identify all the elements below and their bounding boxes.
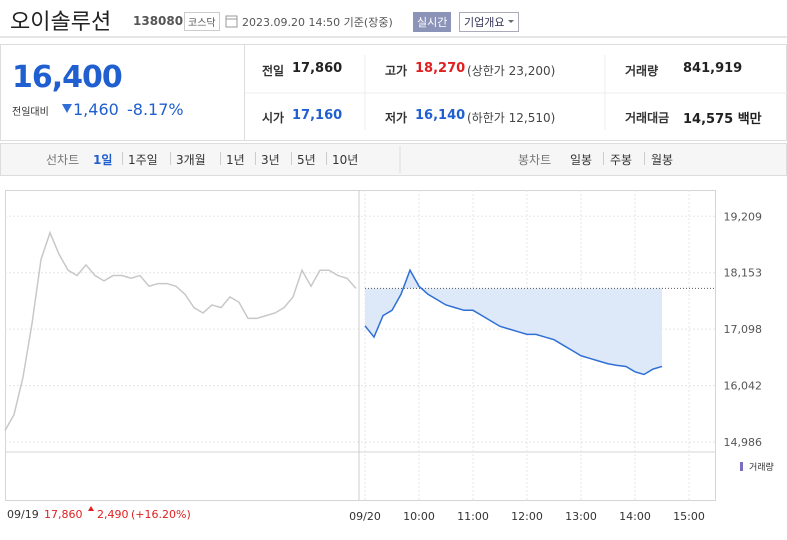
price-line <box>364 268 663 376</box>
cell-value: 18,270 <box>415 61 466 76</box>
up-arrow <box>88 506 94 511</box>
price-box <box>0 44 245 141</box>
legend-swatch <box>740 462 743 471</box>
cell-value: 17,860 <box>292 61 343 76</box>
y-tick-label: 14,986 <box>724 436 763 449</box>
cell-value: 14,575 백만 <box>683 112 762 127</box>
timestamp: 2023.09.20 14:50 기준(장중) <box>242 16 393 29</box>
stock-name: 오이솔루션 <box>10 10 112 35</box>
cell-label: 거래대금 <box>625 111 670 125</box>
cell-label: 저가 <box>385 111 408 125</box>
period-tab[interactable]: 3년 <box>261 153 280 167</box>
cell-label: 시가 <box>262 111 285 125</box>
tab-sep <box>220 152 221 165</box>
x-tick-label: 14:00 <box>619 510 651 523</box>
y-tick-label: 18,153 <box>724 267 763 280</box>
period-tab[interactable]: 1년 <box>226 153 245 167</box>
candle-tab[interactable]: 일봉 <box>570 153 593 167</box>
x-tick-label: 15:00 <box>673 510 705 523</box>
candle-tab[interactable]: 주봉 <box>610 153 633 167</box>
price-line <box>4 230 357 431</box>
x-tick-label: 09/20 <box>349 510 381 523</box>
change-label: 전일대비 <box>12 107 49 118</box>
tab-sep <box>170 152 171 165</box>
market-badge: 코스닥 <box>184 12 220 31</box>
cell-value: 841,919 <box>683 61 743 76</box>
current-price: 16,400 <box>12 60 123 95</box>
y-tick-label: 16,042 <box>724 380 763 393</box>
x-tick-label: 10:00 <box>403 510 435 523</box>
tab-label: 봉차트 <box>518 153 552 167</box>
x-tick-label: 13:00 <box>565 510 597 523</box>
y-tick-label: 17,098 <box>724 323 763 336</box>
footer-change: 2,490 <box>97 508 129 521</box>
x-tick-label: 11:00 <box>457 510 489 523</box>
tab-label: 선차트 <box>46 153 80 167</box>
footer-change-pct: (+16.20%) <box>131 508 191 521</box>
area <box>365 270 662 375</box>
tab-sep <box>644 152 645 165</box>
cell-note: (하한가 12,510) <box>467 111 556 125</box>
stock-code: 138080 <box>133 14 184 28</box>
period-tab[interactable]: 1일 <box>93 153 113 167</box>
change-amount: 1,460 <box>73 100 119 119</box>
volume-legend: 거래량 <box>749 463 774 473</box>
candle-tab[interactable]: 월봉 <box>651 153 674 167</box>
company-info-text: 기업개요 <box>464 16 505 29</box>
x-tick-label: 12:00 <box>511 510 543 523</box>
y-tick-label: 19,209 <box>724 210 763 223</box>
cell-value: 16,140 <box>415 108 466 123</box>
change-pct: -8.17% <box>127 100 184 119</box>
tab-sep <box>255 152 256 165</box>
calendar-icon <box>225 15 238 28</box>
tab-sep <box>326 152 327 165</box>
footer-date: 09/19 <box>7 508 39 521</box>
tab-bar <box>0 143 787 176</box>
tab-sep <box>603 152 604 165</box>
tab-sep <box>122 152 123 165</box>
period-tab[interactable]: 10년 <box>332 153 359 167</box>
period-tab[interactable]: 3개월 <box>176 153 206 167</box>
cell-label: 전일 <box>262 64 285 78</box>
down-arrow <box>62 104 72 113</box>
period-tab[interactable]: 5년 <box>297 153 316 167</box>
footer-close: 17,860 <box>44 508 83 521</box>
period-tab[interactable]: 1주일 <box>128 153 158 167</box>
cell-value: 17,160 <box>292 108 343 123</box>
tab-sep <box>291 152 292 165</box>
company-info-button[interactable]: 기업개요 <box>459 12 520 32</box>
cell-label: 거래량 <box>625 64 659 78</box>
cell-label: 고가 <box>385 64 408 78</box>
dropdown-caret <box>508 20 515 26</box>
realtime-badge[interactable]: 실시간 <box>413 12 452 32</box>
cell-note: (상한가 23,200) <box>467 64 556 78</box>
